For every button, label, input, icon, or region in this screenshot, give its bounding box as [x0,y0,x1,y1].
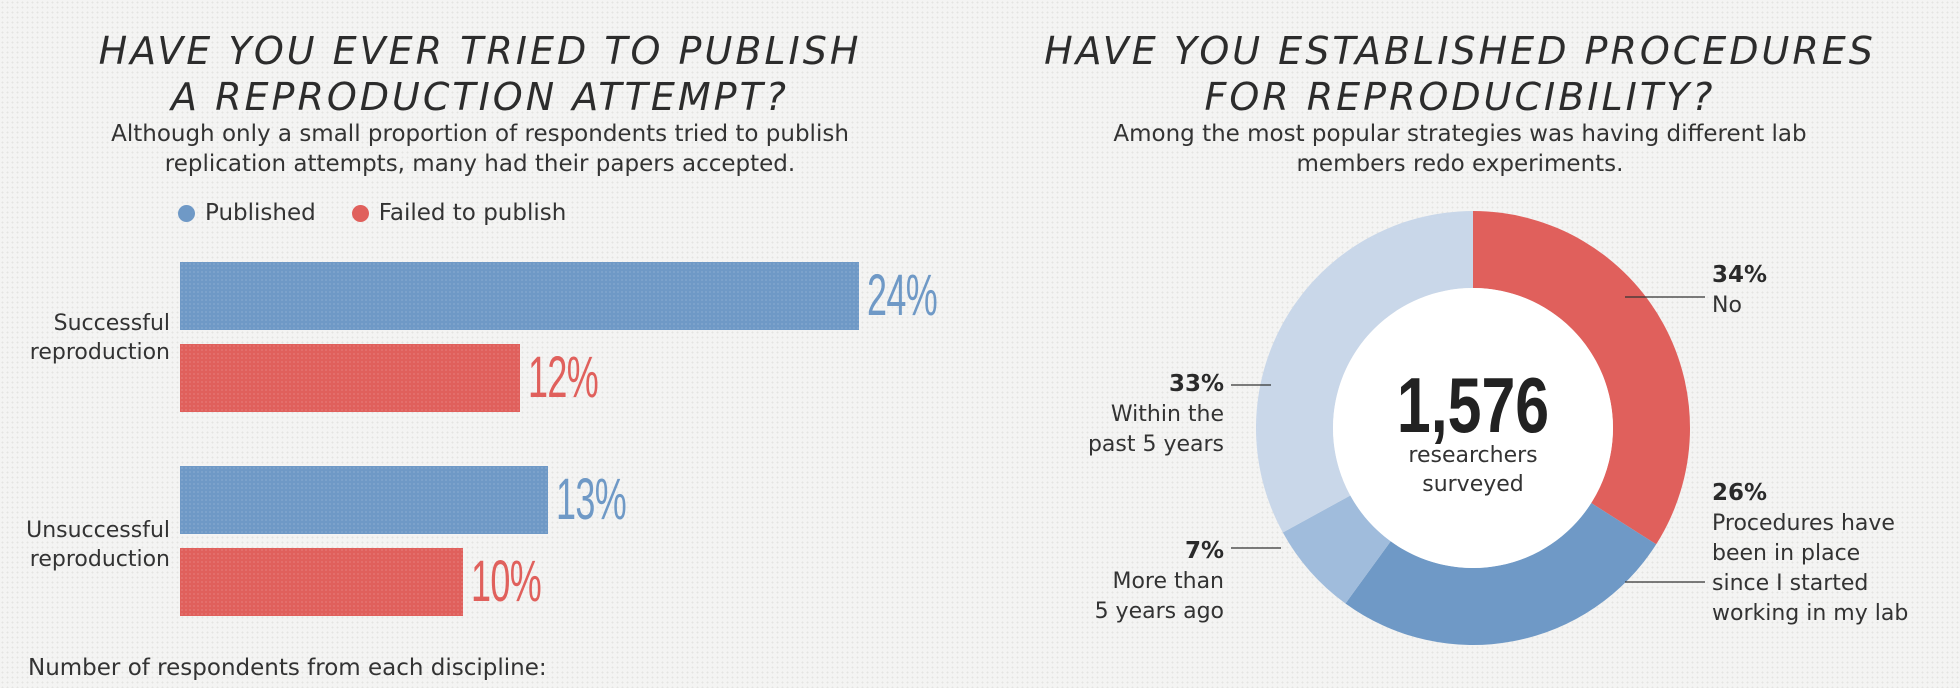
chart-title: HAVE YOU EVER TRIED TO PUBLISH A REPRODU… [60,28,900,120]
donut-hole [1333,288,1613,568]
category-line: Unsuccessful [26,518,170,543]
bar-value-label: 12% [527,345,599,410]
legend-label-published: Published [205,200,316,226]
bar-failed-successful [180,344,520,412]
chart-legend: Published Failed to publish [178,200,602,226]
legend-swatch-published [178,204,195,222]
discipline-caption: Number of respondents from each discipli… [28,655,547,681]
donut-slice-1 [1345,503,1657,645]
legend-item-published: Published [178,200,316,226]
chart-subtitle: Although only a small proportion of resp… [60,119,900,179]
chart-subtitle: Among the most popular strategies was ha… [1040,119,1880,179]
subtitle-line-1: Among the most popular strategies was ha… [1113,121,1807,147]
slice-percent: 33% [1169,371,1224,397]
slice-label: More than [1112,569,1224,594]
legend-swatch-failed [351,204,369,222]
procedures-donut-chart: HAVE YOU ESTABLISHED PROCEDURES FOR REPR… [980,0,1960,688]
category-label-unsuccessful: Unsuccessful reproduction [10,516,170,574]
category-line: Successful [53,311,170,336]
legend-label-failed: Failed to publish [378,200,567,226]
bar-value-label: 24% [867,263,938,328]
slice-label: past 5 years [1088,432,1224,457]
bar-published-unsuccessful [180,466,548,534]
chart-title: HAVE YOU ESTABLISHED PROCEDURES FOR REPR… [1040,28,1880,120]
title-line-1: HAVE YOU EVER TRIED TO PUBLISH [98,29,862,73]
center-caption: surveyed [1422,472,1524,497]
subtitle-line-2: replication attempts, many had their pap… [164,151,796,177]
bar-published-successful [180,262,860,330]
donut-slice-0 [1473,211,1690,545]
title-line-2: A REPRODUCTION ATTEMPT? [171,75,789,119]
publish-attempt-chart: HAVE YOU EVER TRIED TO PUBLISH A REPRODU… [10,28,938,681]
title-line-1: HAVE YOU ESTABLISHED PROCEDURES [1044,29,1876,73]
category-line: reproduction [29,547,170,572]
slice-label: working in my lab [1712,601,1908,626]
bar-failed-unsuccessful [180,548,463,616]
bar-value-label: 13% [555,467,627,532]
slice-label: Within the [1111,402,1224,427]
category-line: reproduction [29,340,170,365]
category-label-successful: Successful reproduction [10,309,170,367]
bar-value-label: 10% [471,549,542,614]
subtitle-line-2: members redo experiments. [1296,151,1624,177]
legend-item-failed: Failed to publish [351,200,567,226]
slice-label: been in place [1712,541,1860,566]
center-number: 1,576 [1397,362,1549,449]
slice-label: 5 years ago [1095,599,1224,624]
slice-percent: 26% [1712,480,1767,506]
slice-label: since I started [1712,571,1868,596]
slice-label: No [1712,293,1742,318]
slice-percent: 34% [1712,262,1767,288]
slice-percent: 7% [1185,538,1224,564]
donut-slice-2 [1282,495,1391,604]
center-caption: researchers [1408,443,1537,468]
slice-label: Procedures have [1712,511,1895,536]
title-line-2: FOR REPRODUCIBILITY? [1204,75,1716,119]
donut-slice-3 [1256,211,1473,533]
subtitle-line-1: Although only a small proportion of resp… [111,121,849,147]
